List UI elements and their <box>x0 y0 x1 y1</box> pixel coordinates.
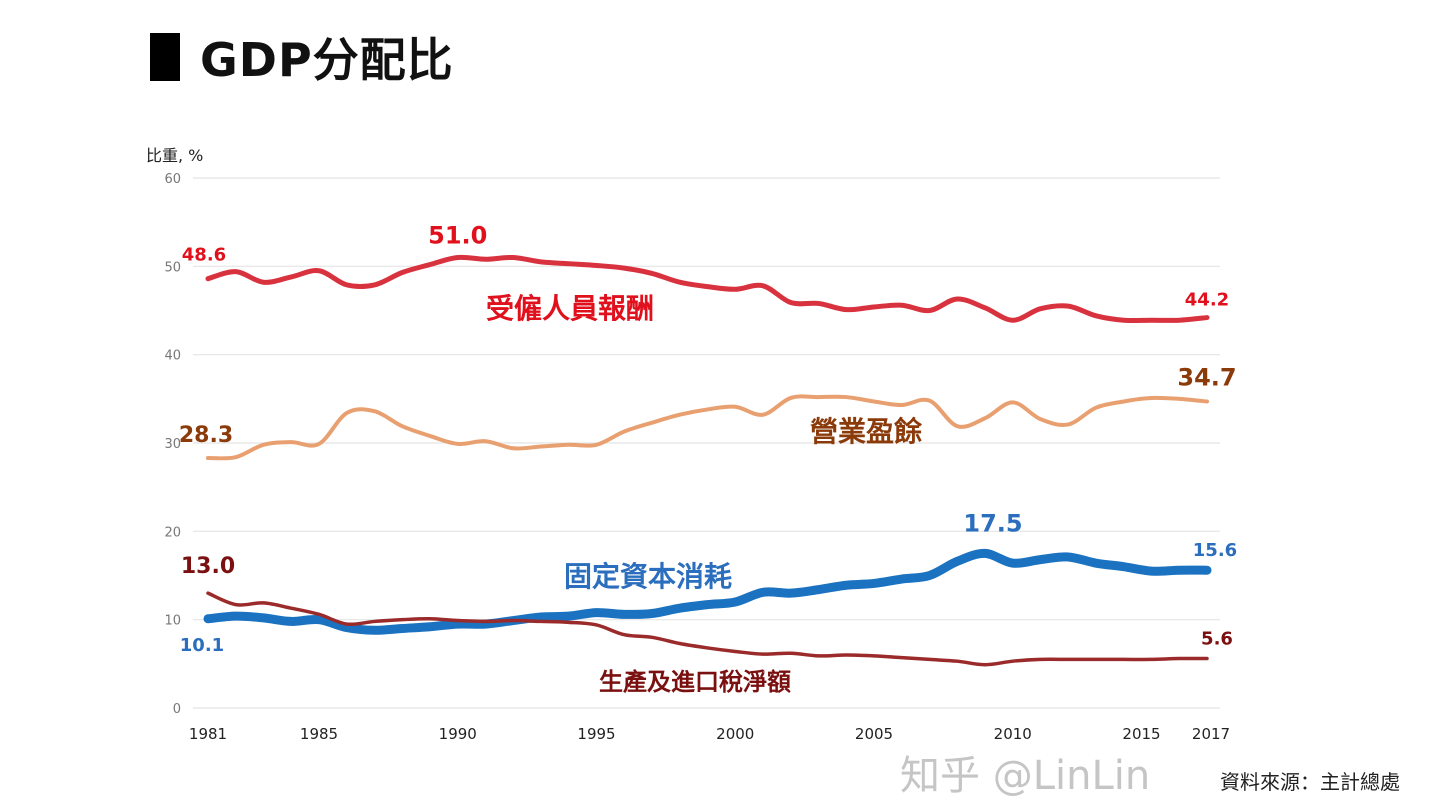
series-name-label: 生產及進口稅淨額 <box>599 668 791 696</box>
data-label: 5.6 <box>1201 629 1233 650</box>
x-tick-label: 1985 <box>300 725 338 743</box>
y-tick-label: 30 <box>164 437 181 452</box>
data-label: 15.6 <box>1193 540 1237 561</box>
x-tick-label: 2010 <box>994 725 1032 743</box>
series-line-3 <box>206 591 1209 667</box>
series-name-label: 營業盈餘 <box>810 415 923 448</box>
series-name-label: 固定資本消耗 <box>564 560 732 593</box>
data-label: 48.6 <box>182 245 226 266</box>
series-name-label: 受僱人員報酬 <box>486 292 654 325</box>
x-tick-label: 2005 <box>855 725 893 743</box>
title-block: GDP分配比 <box>150 24 454 90</box>
data-label: 51.0 <box>428 222 487 250</box>
series-line-1 <box>206 394 1209 461</box>
data-label: 34.7 <box>1177 363 1236 391</box>
y-tick-label: 40 <box>164 349 181 364</box>
x-tick-label: 2017 <box>1192 725 1230 743</box>
data-label: 17.5 <box>963 509 1022 537</box>
y-axis-label: 比重, % <box>146 146 203 165</box>
x-tick-label: 1981 <box>189 725 227 743</box>
y-tick-label: 20 <box>164 525 181 540</box>
x-tick-label: 1990 <box>439 725 477 743</box>
data-label: 10.1 <box>180 635 224 656</box>
y-tick-label: 60 <box>164 172 181 187</box>
source-note: 資料來源：主計總處 <box>1220 770 1400 794</box>
data-label: 13.0 <box>181 554 235 579</box>
watermark: 知乎 @LinLin <box>900 753 1151 799</box>
x-tick-label: 2015 <box>1122 725 1160 743</box>
x-tick-label: 1995 <box>577 725 615 743</box>
y-tick-label: 50 <box>164 260 181 275</box>
series-line-0 <box>205 254 1210 324</box>
y-tick-label: 10 <box>164 614 181 629</box>
y-tick-label: 0 <box>173 702 181 717</box>
page-title: GDP分配比 <box>200 33 454 87</box>
data-label: 28.3 <box>179 423 233 448</box>
series-line-2 <box>203 548 1212 635</box>
title-square-marker <box>150 33 180 81</box>
x-tick-label: 2000 <box>716 725 754 743</box>
data-label: 44.2 <box>1185 290 1229 311</box>
